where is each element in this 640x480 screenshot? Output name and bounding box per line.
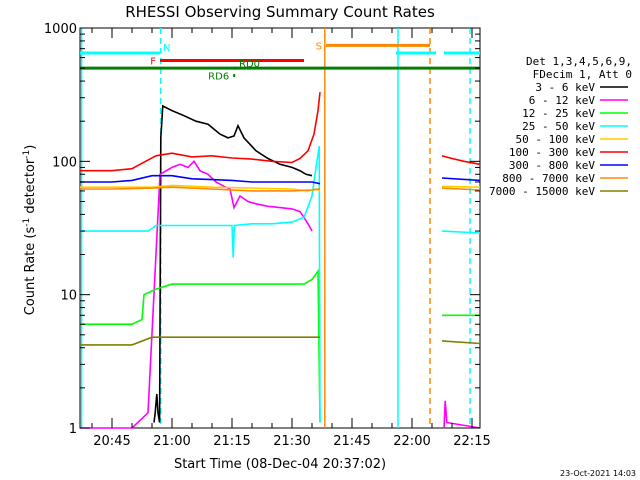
series-line [441, 155, 481, 166]
series-line [80, 186, 321, 192]
legend-entry-label: 3 - 6 keV [535, 81, 595, 94]
x-tick-label: 22:15 [453, 434, 490, 449]
series-line [153, 104, 313, 423]
generation-timestamp: 23-Oct-2021 14:03 [560, 469, 636, 478]
series-line [80, 268, 321, 423]
series-line [441, 340, 481, 345]
y-tick-label: 10 [60, 289, 77, 304]
svg-text:Count Rate (s-1 detector-1): Count Rate (s-1 detector-1) [22, 145, 38, 316]
x-tick-label: 21:30 [273, 434, 310, 449]
legend-entry-label: 25 - 50 keV [522, 120, 595, 133]
plot-area: NF RD0 RD6 S 1 10 100 1000 20:45 21:00 21:15 21:30 2… [44, 22, 491, 449]
y-axis-label: Count Rate (s-1 detector-1) [22, 145, 38, 316]
series-line [443, 400, 481, 429]
series-line [80, 160, 313, 429]
series-line [80, 145, 321, 423]
x-tick-label: 21:00 [153, 434, 190, 449]
flag-label: RD0 [239, 59, 260, 70]
legend-entry-label: 6 - 12 keV [529, 94, 596, 107]
flag-label: S [316, 41, 322, 52]
flag-label: N [163, 43, 170, 54]
legend-entry-label: 100 - 300 keV [509, 146, 595, 159]
x-tick-label: 21:15 [213, 434, 250, 449]
y-tick-label: 100 [52, 155, 77, 170]
series-line [80, 92, 321, 172]
plot-frame [79, 27, 481, 429]
series-line [441, 177, 481, 182]
legend-header-1: Det 1,3,4,5,6,9, [526, 55, 632, 68]
x-tick-label: 20:45 [93, 434, 130, 449]
flag-label: RD6 [208, 72, 229, 83]
y-tick-label: 1000 [44, 22, 77, 37]
legend-entry-label: 800 - 7000 keV [502, 172, 595, 185]
x-tick-label: 22:00 [393, 434, 430, 449]
legend-entry-label: 300 - 800 keV [509, 159, 595, 172]
flag-label: F [150, 57, 156, 68]
legend-entry-label: 12 - 25 keV [522, 107, 595, 120]
y-tick-label: 1 [69, 422, 77, 437]
legend-entry-label: 7000 - 15000 keV [489, 185, 595, 198]
legend-entry-label: 50 - 100 keV [516, 133, 596, 146]
x-tick-label: 21:45 [333, 434, 370, 449]
chart-title: RHESSI Observing Summary Count Rates [125, 3, 435, 21]
series-line [441, 185, 481, 188]
series-line [80, 336, 320, 346]
series-line [80, 174, 321, 185]
legend: Det 1,3,4,5,6,9, FDecim 1, Att 0 3 - 6 k… [489, 55, 632, 198]
x-axis-label: Start Time (08-Dec-04 20:37:02) [174, 457, 386, 472]
series-line [441, 230, 481, 234]
series-line [441, 187, 481, 191]
legend-header-2: FDecim 1, Att 0 [533, 68, 632, 81]
